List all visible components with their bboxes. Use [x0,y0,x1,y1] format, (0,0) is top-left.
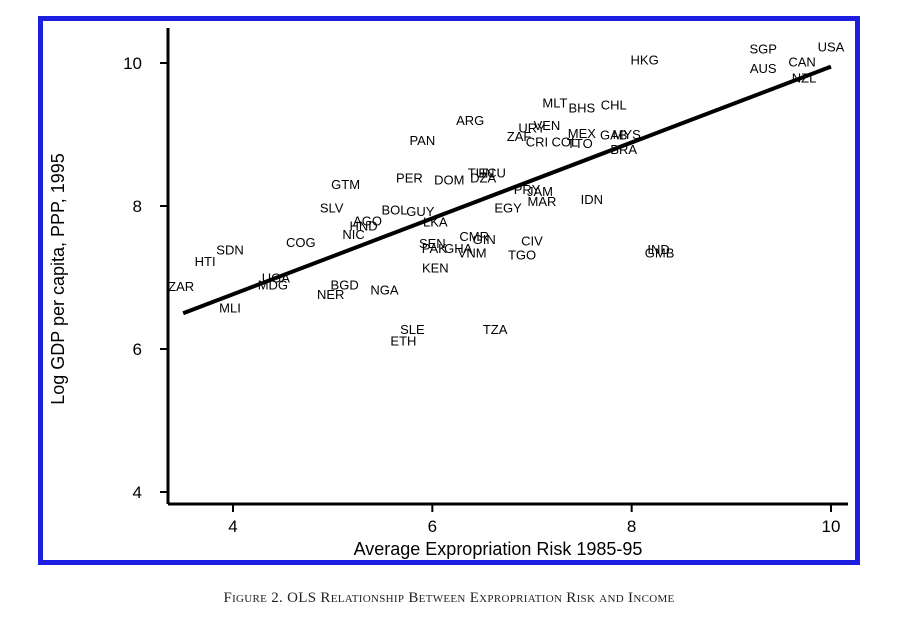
x-tick-label: 6 [428,517,437,536]
y-tick-label: 4 [133,483,142,502]
x-tick-label: 10 [822,517,841,536]
point-label-jam: JAM [527,184,553,199]
point-label-eth: ETH [390,333,416,348]
point-label-mex: MEX [568,126,597,141]
point-label-ago: AGO [353,213,382,228]
point-label-slv: SLV [320,200,344,215]
x-tick-label: 8 [627,517,636,536]
y-tick-label: 8 [133,197,142,216]
point-label-nic: NIC [342,227,364,242]
point-label-nga: NGA [370,283,399,298]
point-label-pak: PAK [422,241,447,256]
point-label-usa: USA [818,40,845,55]
ols-fit-line [182,64,832,316]
point-label-dom: DOM [434,173,464,188]
y-tick-label: 10 [123,54,142,73]
point-label-ury: URY [518,120,546,135]
point-label-civ: CIV [521,233,543,248]
x-axis-title: Average Expropriation Risk 1985-95 [354,539,643,559]
point-label-zar: ZAR [168,279,194,294]
point-label-col: COL [552,135,579,150]
point-label-pan: PAN [409,133,435,148]
point-label-mar: MAR [528,194,557,209]
point-label-uga: UGA [262,271,291,286]
point-label-tza: TZA [483,322,508,337]
x-tick-label: 4 [228,517,237,536]
point-label-ner: NER [317,287,344,302]
point-label-cog: COG [286,235,316,250]
point-label-can: CAN [788,55,815,70]
point-label-gtm: GTM [331,177,360,192]
point-label-gab: GAB [600,128,627,143]
point-label-gin: GIN [473,232,496,247]
point-label-hnd: HND [349,218,377,233]
point-label-gha: GHA [444,241,473,256]
point-label-bol: BOL [381,203,407,218]
point-label-zaf: ZAF [507,129,532,144]
point-label-chl: CHL [601,97,627,112]
point-label-gmb: GMB [645,245,675,260]
point-label-cri: CRI [526,135,548,150]
point-label-sgp: SGP [749,42,776,57]
point-label-vnm: VNM [458,245,487,260]
point-label-tgo: TGO [508,248,536,263]
point-label-mli: MLI [219,301,241,316]
point-label-aus: AUS [750,61,777,76]
point-label-dza: DZA [470,170,496,185]
point-label-hkg: HKG [631,52,659,67]
point-label-sdn: SDN [216,243,243,258]
point-label-guy: GUY [406,204,435,219]
point-label-lka: LKA [423,215,448,230]
point-label-egy: EGY [494,200,522,215]
point-label-cmr: CMR [459,229,489,244]
point-label-pry: PRY [514,182,541,197]
point-label-hti: HTI [195,254,216,269]
figure-caption: Figure 2. OLS Relationship Between Expro… [223,590,675,606]
point-label-arg: ARG [456,113,484,128]
y-tick-label: 6 [133,340,142,359]
point-label-nzl: NZL [792,70,817,85]
point-label-idn: IDN [581,192,603,207]
point-label-bgd: BGD [331,278,359,293]
axis-ticks: 4 6 8 10 4 6 8 10 [123,54,840,536]
point-label-ken: KEN [422,260,449,275]
point-label-tto: TTO [567,136,593,151]
point-label-sen: SEN [419,236,446,251]
point-label-mlt: MLT [542,95,567,110]
point-label-per: PER [396,170,423,185]
point-label-mdg: MDG [258,278,288,293]
point-label-sle: SLE [400,322,425,337]
point-label-ven: VEN [534,118,561,133]
y-axis-title: Log GDP per capita, PPP, 1995 [48,153,68,405]
point-label-ecu: ECU [478,165,505,180]
point-label-ind: IND [647,242,669,257]
point-label-tun: TUN [468,165,495,180]
point-label-bhs: BHS [568,100,595,115]
point-label-mys: MYS [613,127,642,142]
point-label-bra: BRA [610,142,637,157]
